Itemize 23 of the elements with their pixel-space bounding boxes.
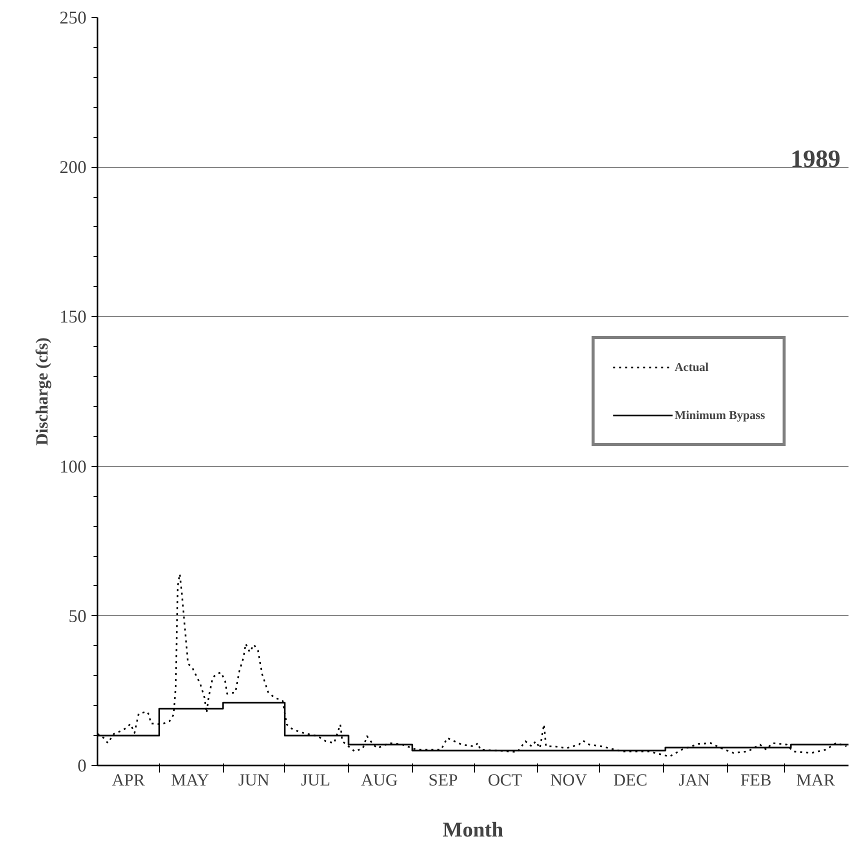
annotation: 1989 bbox=[790, 146, 840, 174]
y-axis-title: Discharge (cfs) bbox=[32, 337, 52, 446]
x-tick-label: DEC bbox=[613, 770, 648, 790]
x-tick-label: OCT bbox=[488, 770, 523, 790]
y-tick-label: 250 bbox=[60, 8, 86, 28]
x-tick-label: JUL bbox=[300, 770, 330, 790]
x-tick-label: MAY bbox=[171, 770, 210, 790]
legend-label: Actual bbox=[674, 360, 709, 374]
y-tick-label: 50 bbox=[68, 606, 86, 626]
legend-label: Minimum Bypass bbox=[674, 408, 765, 422]
x-tick-label: FEB bbox=[740, 770, 772, 790]
y-tick-label: 100 bbox=[60, 456, 86, 476]
x-tick-label: SEP bbox=[428, 770, 458, 790]
y-tick-label: 0 bbox=[78, 756, 86, 776]
x-axis-title: Month bbox=[442, 818, 504, 842]
x-tick-label: MAR bbox=[796, 770, 836, 790]
y-tick-label: 200 bbox=[60, 157, 86, 178]
x-tick-label: JAN bbox=[678, 770, 710, 790]
y-tick-label: 150 bbox=[60, 306, 86, 327]
x-tick-label: APR bbox=[112, 770, 146, 790]
x-tick-label: JUN bbox=[238, 770, 270, 790]
x-tick-label: NOV bbox=[550, 770, 588, 790]
x-tick-label: AUG bbox=[360, 770, 398, 790]
